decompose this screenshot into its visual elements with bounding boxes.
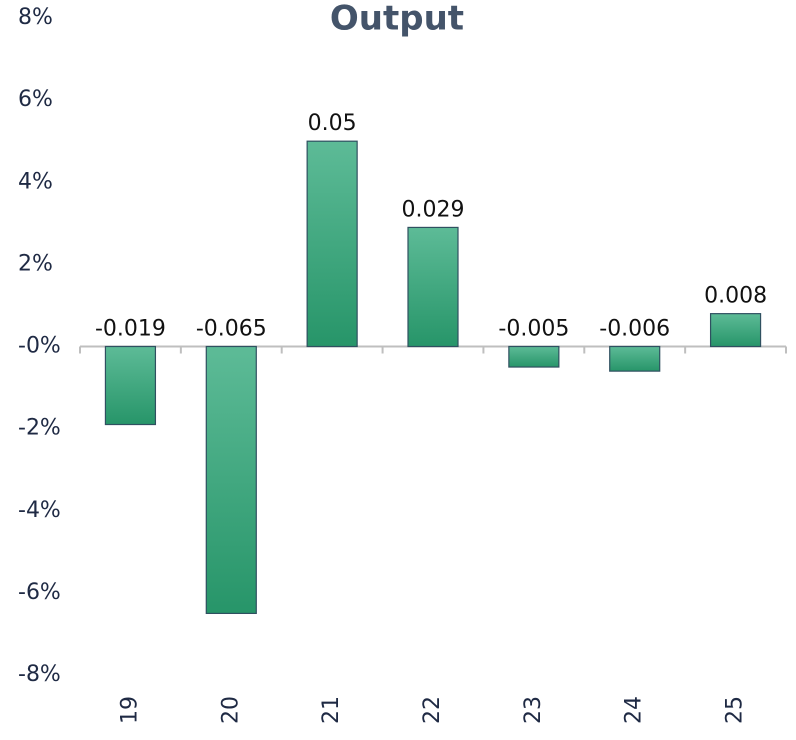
bar (609, 345, 661, 372)
y-tick-label: 8% (18, 5, 53, 30)
y-tick-label: 4% (18, 169, 53, 194)
x-tick-label: 21 (319, 696, 344, 724)
x-tick-label: 23 (521, 696, 546, 724)
chart-title: Output (330, 0, 464, 39)
data-label: 0.05 (308, 111, 357, 136)
bar (104, 345, 157, 426)
data-label: -0.005 (498, 317, 569, 342)
x-tick-label: 25 (723, 696, 748, 724)
data-label: -0.065 (196, 317, 267, 342)
x-tick-label: 19 (117, 696, 142, 724)
y-tick-label: -8% (18, 662, 61, 687)
y-tick-label: -4% (18, 498, 61, 523)
data-label: 0.029 (402, 197, 465, 222)
y-tick-label: -2% (18, 416, 61, 441)
y-tick-label: 2% (18, 251, 53, 276)
bar (407, 226, 459, 348)
bar (205, 345, 257, 615)
x-tick-label: 24 (622, 696, 647, 724)
y-tick-label: -0% (18, 334, 61, 359)
data-label: 0.008 (704, 284, 767, 309)
bar (508, 345, 560, 368)
x-tick-label: 20 (218, 696, 243, 724)
x-tick-label: 22 (420, 696, 445, 724)
y-tick-label: -6% (18, 580, 61, 605)
data-label: -0.006 (599, 317, 670, 342)
data-label: -0.019 (95, 317, 166, 342)
bar (306, 140, 358, 348)
bar (709, 313, 762, 348)
y-tick-label: 6% (18, 87, 53, 112)
